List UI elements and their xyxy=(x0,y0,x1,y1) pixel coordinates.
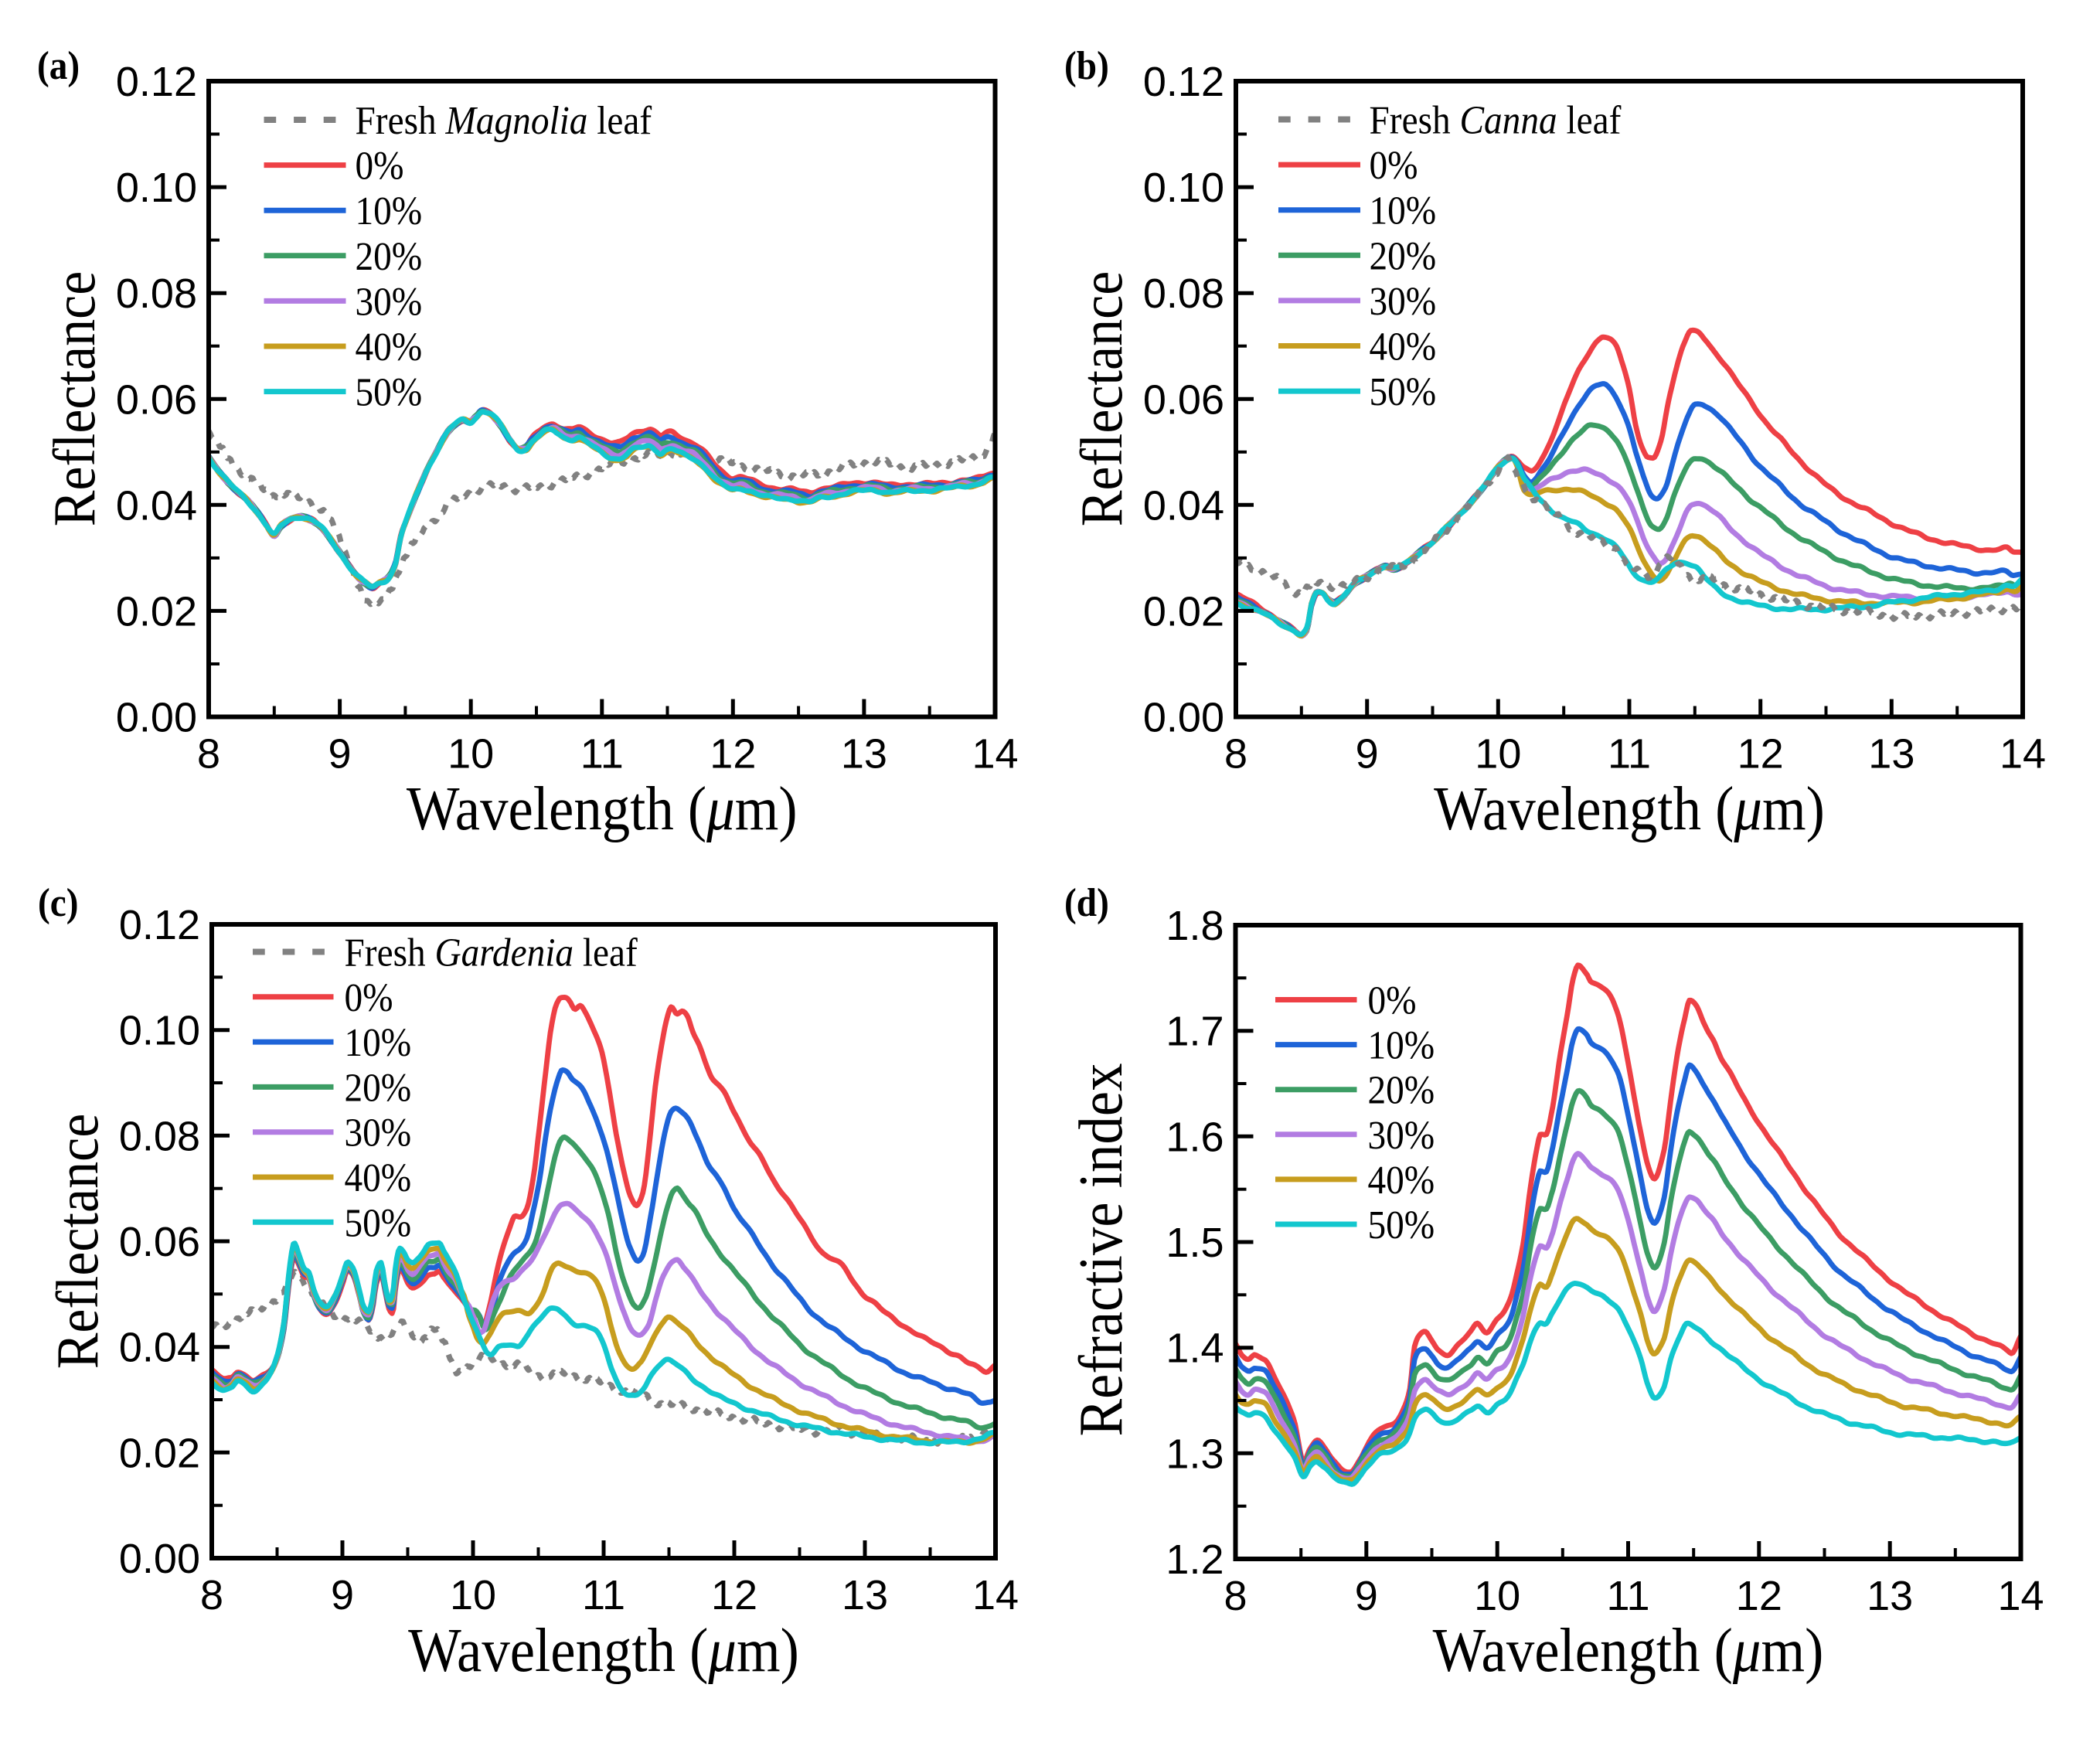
svg-text:1.7: 1.7 xyxy=(1166,1009,1224,1055)
svg-text:Wavelength (μm): Wavelength (μm) xyxy=(1434,774,1825,843)
svg-text:14: 14 xyxy=(972,731,1018,778)
svg-text:0.06: 0.06 xyxy=(116,376,197,423)
svg-text:0.12: 0.12 xyxy=(1143,59,1224,105)
svg-text:20%: 20% xyxy=(1370,233,1437,278)
svg-text:Wavelength (μm): Wavelength (μm) xyxy=(407,774,798,843)
svg-text:Fresh Canna leaf: Fresh Canna leaf xyxy=(1370,97,1622,142)
svg-text:0.02: 0.02 xyxy=(1143,588,1224,635)
svg-text:(b): (b) xyxy=(1064,43,1109,88)
svg-text:13: 13 xyxy=(842,1572,888,1618)
svg-text:0.10: 0.10 xyxy=(116,165,197,211)
svg-text:9: 9 xyxy=(331,1572,354,1618)
svg-text:13: 13 xyxy=(1868,731,1915,778)
svg-text:10%: 10% xyxy=(1368,1023,1435,1068)
svg-text:0%: 0% xyxy=(356,144,404,189)
svg-text:14: 14 xyxy=(1997,1573,2044,1619)
svg-text:50%: 50% xyxy=(1368,1203,1435,1247)
svg-text:11: 11 xyxy=(582,1572,625,1618)
svg-text:30%: 30% xyxy=(356,279,423,324)
svg-text:13: 13 xyxy=(841,731,887,778)
svg-text:0.08: 0.08 xyxy=(1143,271,1224,317)
svg-text:0.04: 0.04 xyxy=(119,1325,200,1371)
svg-text:12: 12 xyxy=(710,731,756,778)
svg-text:(c): (c) xyxy=(38,880,79,925)
svg-text:20%: 20% xyxy=(345,1065,412,1110)
svg-text:20%: 20% xyxy=(1368,1068,1435,1113)
svg-text:1.3: 1.3 xyxy=(1166,1431,1224,1477)
svg-text:10%: 10% xyxy=(1370,189,1437,233)
svg-text:10%: 10% xyxy=(356,189,423,233)
svg-text:8: 8 xyxy=(1224,1573,1247,1619)
svg-text:0.12: 0.12 xyxy=(119,902,200,948)
svg-text:30%: 30% xyxy=(345,1111,412,1155)
svg-text:1.5: 1.5 xyxy=(1166,1220,1224,1266)
svg-text:0.10: 0.10 xyxy=(119,1008,200,1054)
svg-text:9: 9 xyxy=(328,731,352,778)
svg-text:50%: 50% xyxy=(1370,369,1437,414)
svg-text:0%: 0% xyxy=(345,975,393,1020)
svg-text:30%: 30% xyxy=(1370,279,1437,324)
svg-text:10%: 10% xyxy=(345,1020,412,1065)
svg-text:14: 14 xyxy=(2000,731,2046,778)
svg-text:40%: 40% xyxy=(1368,1158,1435,1203)
svg-text:Reflectance: Reflectance xyxy=(1068,271,1135,527)
svg-text:Reflectance: Reflectance xyxy=(41,271,107,527)
svg-text:0.00: 0.00 xyxy=(116,695,197,741)
svg-text:11: 11 xyxy=(1608,731,1651,778)
svg-text:10: 10 xyxy=(450,1572,496,1618)
svg-text:1.4: 1.4 xyxy=(1166,1326,1224,1372)
svg-text:Wavelength (μm): Wavelength (μm) xyxy=(1433,1616,1824,1685)
svg-text:0.08: 0.08 xyxy=(119,1113,200,1159)
svg-text:Wavelength (μm): Wavelength (μm) xyxy=(408,1616,799,1685)
svg-text:0.12: 0.12 xyxy=(116,59,197,105)
svg-text:10: 10 xyxy=(1474,1573,1520,1619)
svg-text:10: 10 xyxy=(448,731,494,778)
svg-text:9: 9 xyxy=(1356,731,1379,778)
svg-text:50%: 50% xyxy=(356,370,423,415)
svg-text:13: 13 xyxy=(1867,1573,1913,1619)
svg-text:(d): (d) xyxy=(1064,880,1109,925)
svg-text:8: 8 xyxy=(197,731,220,778)
svg-text:1.2: 1.2 xyxy=(1166,1537,1224,1583)
svg-text:50%: 50% xyxy=(345,1200,412,1245)
svg-text:Fresh Gardenia leaf: Fresh Gardenia leaf xyxy=(345,930,638,975)
svg-text:14: 14 xyxy=(972,1572,1019,1618)
svg-text:8: 8 xyxy=(1224,731,1247,778)
svg-text:20%: 20% xyxy=(356,234,423,279)
svg-text:0.08: 0.08 xyxy=(116,271,197,317)
svg-text:0.00: 0.00 xyxy=(119,1536,200,1582)
svg-text:30%: 30% xyxy=(1368,1113,1435,1158)
svg-text:40%: 40% xyxy=(356,325,423,369)
svg-text:Fresh Magnolia leaf: Fresh Magnolia leaf xyxy=(356,98,652,143)
svg-text:8: 8 xyxy=(200,1572,223,1618)
svg-text:Refractive index: Refractive index xyxy=(1067,1063,1135,1437)
svg-text:0.02: 0.02 xyxy=(119,1430,200,1476)
svg-text:10: 10 xyxy=(1475,731,1521,778)
svg-text:40%: 40% xyxy=(1370,324,1437,369)
svg-text:0.06: 0.06 xyxy=(1143,376,1224,423)
svg-text:11: 11 xyxy=(1606,1573,1649,1619)
svg-text:12: 12 xyxy=(1736,1573,1782,1619)
svg-text:0%: 0% xyxy=(1368,978,1417,1023)
svg-text:1.6: 1.6 xyxy=(1166,1114,1224,1160)
svg-text:0.04: 0.04 xyxy=(116,482,197,529)
svg-text:0%: 0% xyxy=(1370,143,1418,188)
svg-text:1.8: 1.8 xyxy=(1166,903,1224,949)
svg-text:0.10: 0.10 xyxy=(1143,165,1224,211)
svg-text:(a): (a) xyxy=(37,43,80,88)
svg-text:40%: 40% xyxy=(345,1155,412,1200)
svg-text:0.06: 0.06 xyxy=(119,1219,200,1265)
svg-text:Reflectance: Reflectance xyxy=(44,1114,111,1370)
svg-text:0.02: 0.02 xyxy=(116,588,197,635)
svg-text:0.04: 0.04 xyxy=(1143,482,1224,529)
svg-text:12: 12 xyxy=(711,1572,757,1618)
svg-text:12: 12 xyxy=(1738,731,1784,778)
svg-text:9: 9 xyxy=(1355,1573,1378,1619)
svg-text:11: 11 xyxy=(580,731,624,778)
svg-text:0.00: 0.00 xyxy=(1143,695,1224,741)
